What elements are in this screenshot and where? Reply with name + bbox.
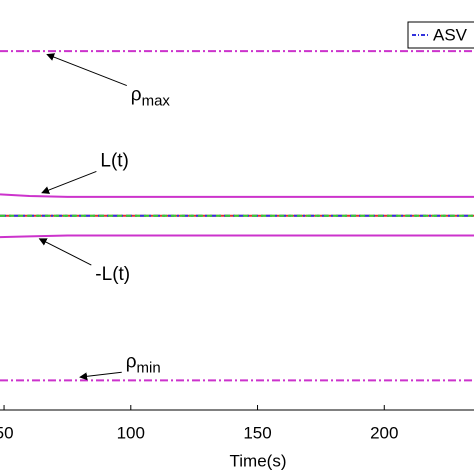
annotation: ρmax: [131, 85, 171, 110]
annotation-arrow: [41, 170, 97, 194]
x-tick-label: 100: [117, 423, 145, 442]
x-tick-label: 50: [0, 423, 14, 442]
annotation-sub: max: [142, 93, 171, 110]
x-axis-label: Time(s): [230, 451, 287, 470]
x-tick-label: 200: [370, 423, 398, 442]
annotation: ρmin: [126, 351, 161, 376]
annotation-arrow: [46, 53, 127, 87]
annotation: -L(t): [95, 264, 130, 285]
annotation-text: L(t): [100, 150, 128, 171]
annotation-arrow: [79, 371, 122, 381]
x-tick-label: 150: [243, 423, 271, 442]
annotation-text: ρ: [131, 85, 142, 106]
annotation-text: ρ: [126, 351, 137, 372]
annotation-arrow: [38, 238, 92, 266]
annotation: L(t): [100, 150, 128, 171]
series-line: [0, 193, 474, 198]
annotation-sub: min: [137, 359, 161, 376]
annotation-text: -L(t): [95, 264, 130, 285]
legend-label: ASV: [433, 25, 468, 44]
series-line: [0, 234, 474, 239]
legend-box: [407, 21, 474, 49]
